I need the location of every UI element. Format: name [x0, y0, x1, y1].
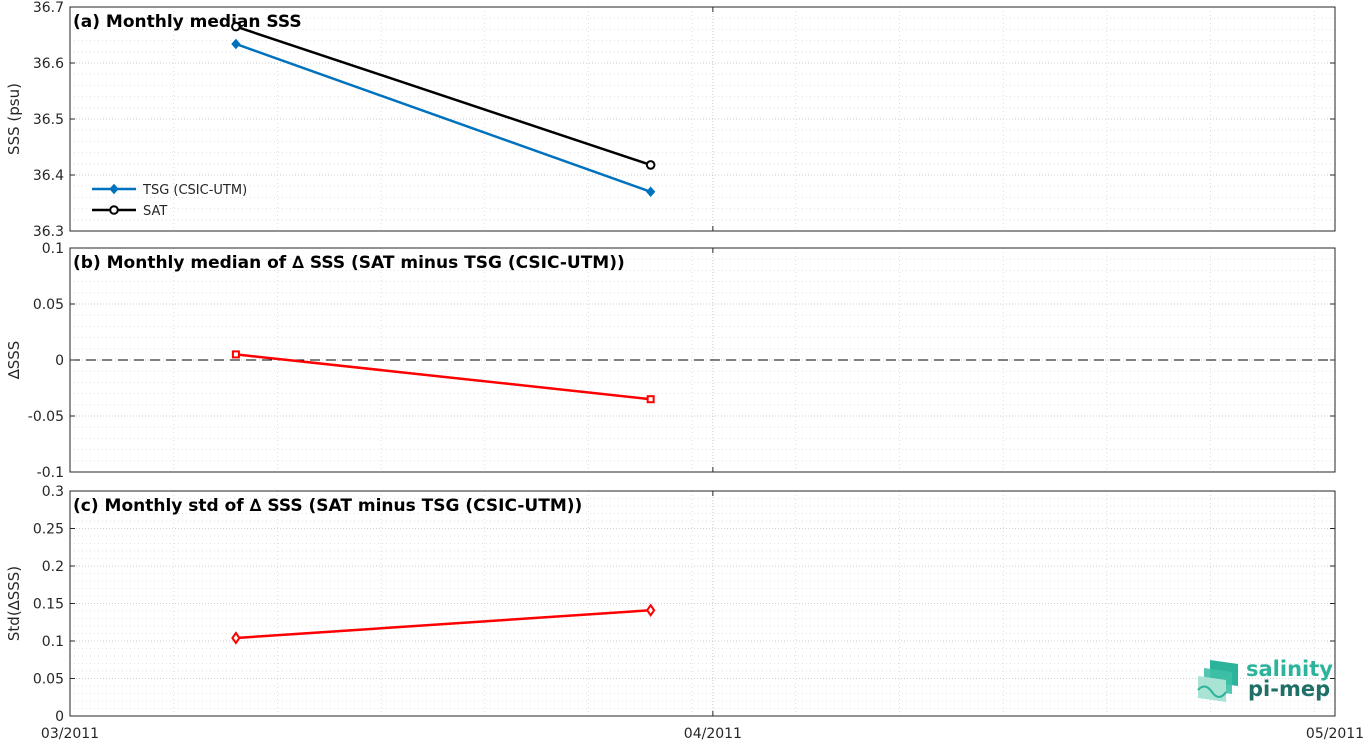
- y-tick-label: 0.1: [42, 241, 64, 257]
- x-tick-label: 05/2011: [1306, 726, 1364, 741]
- grid: [69, 247, 1336, 473]
- series-line: [235, 42, 652, 193]
- y-tick-label: 0: [55, 353, 64, 369]
- y-tick-label: 36.3: [33, 224, 64, 240]
- y-tick-label: 0.15: [33, 597, 64, 613]
- data-point-marker: [231, 350, 240, 359]
- y-tick-label: 0.05: [33, 297, 64, 313]
- y-tick-label: 36.6: [33, 56, 64, 72]
- panel-title: (b) Monthly median of ∆ SSS (SAT minus T…: [73, 253, 625, 273]
- legend-label: SAT: [143, 204, 167, 219]
- data-point-marker: [109, 205, 119, 215]
- data-point-marker: [646, 395, 655, 404]
- y-tick-label: 0.1: [42, 634, 64, 650]
- panel-1: 36.3 36.4 36.5 36.6 36.7 SSS (psu) (a) Monthly…: [5, 0, 1336, 240]
- data-point-marker: [231, 631, 241, 645]
- panel-2: -0.1 -0.05 0 0.05 0.1 ∆SSS (b) Monthly median …: [5, 241, 1336, 481]
- x-tick-label: 03/2011: [41, 726, 99, 741]
- data-point-marker: [231, 38, 241, 50]
- y-tick-label: 0: [55, 709, 64, 725]
- legend-label: TSG (CSIC-UTM): [142, 183, 247, 198]
- legend: TSG (CSIC-UTM) SAT: [92, 183, 247, 219]
- y-tick-label: -0.05: [28, 409, 64, 425]
- logo-text-salinity: salinity: [1246, 657, 1333, 681]
- x-tick-label: 04/2011: [684, 726, 742, 741]
- y-axis-label: Std(∆SSS): [5, 566, 23, 641]
- y-tick-label: -0.1: [37, 465, 64, 481]
- salinity-pi-mep-logo: salinity pi-mep: [1197, 657, 1333, 702]
- series-line: [235, 609, 651, 640]
- data-point-marker: [645, 186, 656, 198]
- y-tick-label: 36.4: [33, 168, 64, 184]
- y-tick-label: 36.7: [33, 0, 64, 16]
- logo-text-pimep: pi-mep: [1248, 677, 1330, 701]
- data-point-marker: [645, 603, 656, 617]
- y-tick-label: 36.5: [33, 112, 64, 128]
- y-tick-label: 0.05: [33, 672, 64, 688]
- series-line-1: [231, 603, 656, 645]
- y-axis-label: SSS (psu): [5, 83, 23, 155]
- data-point-marker: [231, 21, 241, 32]
- series-sat: [231, 21, 656, 170]
- panel-3: 0 0.05 0.1 0.15 0.2 0.25 0.3 03/2011 04/2011 05/2…: [5, 484, 1364, 741]
- y-tick-label: 0.2: [42, 559, 64, 575]
- series-tsg-csic-utm-: [231, 38, 656, 198]
- y-axis-label: ∆SSS: [5, 341, 23, 381]
- grid: [69, 6, 1336, 232]
- data-point-marker: [645, 160, 656, 170]
- data-point-marker: [109, 183, 119, 195]
- y-tick-label: 0.25: [33, 522, 64, 538]
- series-line-1: [231, 350, 655, 404]
- panel-title: (c) Monthly std of ∆ SSS (SAT minus TSG …: [73, 496, 582, 516]
- panel-title: (a) Monthly median SSS: [73, 12, 302, 32]
- y-tick-label: 0.3: [42, 484, 64, 500]
- logo-emblem: [1197, 660, 1238, 702]
- series-line: [235, 25, 652, 167]
- series-line: [235, 353, 651, 401]
